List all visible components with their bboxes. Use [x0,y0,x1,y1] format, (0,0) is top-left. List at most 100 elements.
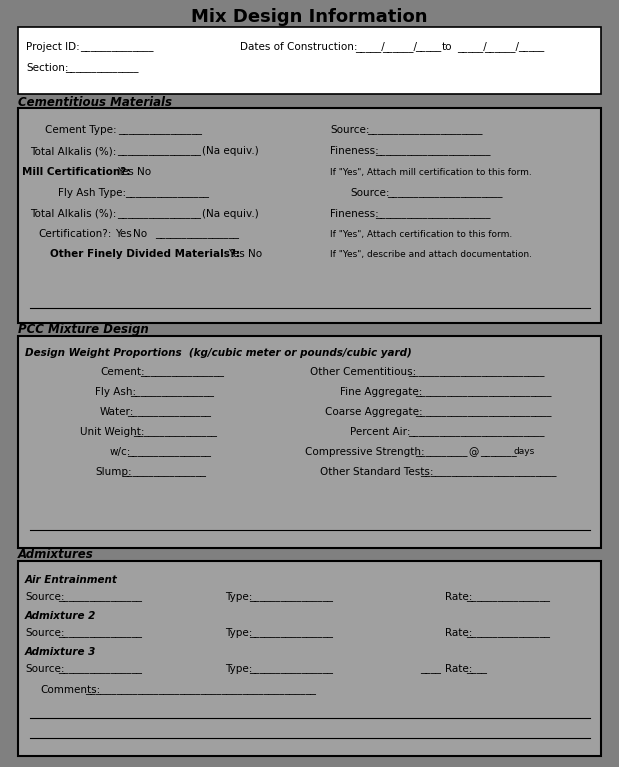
Text: Yes: Yes [115,229,132,239]
Text: Admixture 3: Admixture 3 [25,647,97,657]
Text: Mill Certification?:: Mill Certification?: [22,167,131,177]
Text: No: No [137,167,151,177]
Text: ________________: ________________ [249,664,333,674]
Text: ________________: ________________ [466,628,550,638]
Text: ________________: ________________ [58,592,142,602]
Text: ______/: ______/ [382,41,417,52]
FancyBboxPatch shape [18,561,601,756]
Text: ________________: ________________ [155,229,239,239]
Text: ________________: ________________ [117,209,201,219]
Text: ________________: ________________ [249,628,333,638]
Text: ________________: ________________ [122,467,206,477]
Text: Air Entrainment: Air Entrainment [25,575,118,585]
Text: Section:: Section: [26,63,69,73]
Text: Cement Type:: Cement Type: [45,125,116,135]
Text: No: No [133,229,147,239]
Text: ________________: ________________ [58,664,142,674]
Text: ________________: ________________ [58,628,142,638]
Text: ______________________: ______________________ [367,125,482,135]
Text: Fineness:: Fineness: [330,209,379,219]
Text: Other Standard Tests:: Other Standard Tests: [320,467,433,477]
Text: Source:: Source: [350,188,389,198]
Text: ________________: ________________ [127,407,211,417]
Text: ______________: ______________ [80,42,154,52]
Text: Cement:: Cement: [100,367,145,377]
Text: __________: __________ [415,447,467,457]
Text: (Na equiv.): (Na equiv.) [202,146,259,156]
Text: Fly Ash Type:: Fly Ash Type: [58,188,126,198]
Text: Type:: Type: [225,628,253,638]
Text: If "Yes", describe and attach documentation.: If "Yes", describe and attach documentat… [330,249,532,258]
Text: Type:: Type: [225,664,253,674]
Text: _____: _____ [518,42,544,52]
Text: Source:: Source: [25,628,64,638]
Text: Project ID:: Project ID: [26,42,80,52]
Text: No: No [248,249,262,259]
Text: _____/: _____/ [355,41,385,52]
FancyBboxPatch shape [18,27,601,94]
Text: Source:: Source: [25,592,64,602]
Text: ________________: ________________ [118,125,202,135]
Text: ____________________________________________: ________________________________________… [85,685,316,695]
Text: Source:: Source: [330,125,370,135]
Text: Dates of Construction:: Dates of Construction: [240,42,358,52]
Text: Type:: Type: [225,592,253,602]
Text: Total Alkalis (%):: Total Alkalis (%): [30,146,116,156]
Text: Total Alkalis (%):: Total Alkalis (%): [30,209,116,219]
Text: Rate:: Rate: [445,628,472,638]
Text: ________________: ________________ [127,447,211,457]
Text: __________________________: __________________________ [420,467,556,477]
Text: (Na equiv.): (Na equiv.) [202,209,259,219]
FancyBboxPatch shape [18,336,601,548]
Text: ______________: ______________ [65,63,139,73]
Text: ____: ____ [420,664,441,674]
Text: Source:: Source: [25,664,64,674]
Text: Unit Weight:: Unit Weight: [80,427,144,437]
Text: Percent Air:: Percent Air: [350,427,410,437]
Text: Slump:: Slump: [95,467,132,477]
Text: Design Weight Proportions  (kg/cubic meter or pounds/cubic yard): Design Weight Proportions (kg/cubic mete… [25,348,412,358]
Text: Yes: Yes [117,167,134,177]
Text: ________________: ________________ [466,592,550,602]
Text: Cementitious Materials: Cementitious Materials [18,97,172,110]
Text: ______________________: ______________________ [375,146,490,156]
FancyBboxPatch shape [18,108,601,323]
Text: ________________: ________________ [140,367,224,377]
Text: Certification?:: Certification?: [38,229,111,239]
Text: PCC Mixture Design: PCC Mixture Design [18,324,149,337]
Text: Fineness:: Fineness: [330,146,379,156]
Text: Coarse Aggregate:: Coarse Aggregate: [325,407,423,417]
Text: ________________: ________________ [130,387,214,397]
Text: Compressive Strength:: Compressive Strength: [305,447,425,457]
Text: days: days [513,447,534,456]
Text: __________________________: __________________________ [408,367,545,377]
Text: Other Cementitious:: Other Cementitious: [310,367,416,377]
Text: _____/: _____/ [457,41,487,52]
Text: @: @ [468,447,478,457]
Text: Other Finely Divided Materials?:: Other Finely Divided Materials?: [50,249,240,259]
Text: Comments:: Comments: [40,685,100,695]
Text: ________________: ________________ [249,592,333,602]
Text: Rate:: Rate: [445,592,472,602]
Text: Water:: Water: [100,407,134,417]
Text: Fine Aggregate:: Fine Aggregate: [340,387,422,397]
Text: Admixture 2: Admixture 2 [25,611,97,621]
Text: ________________: ________________ [133,427,217,437]
Text: ____: ____ [466,664,487,674]
Text: _______: _______ [480,447,517,457]
Text: Admixtures: Admixtures [18,548,93,561]
Text: Rate:: Rate: [445,664,472,674]
Text: to: to [442,42,452,52]
Text: __________________________: __________________________ [415,387,552,397]
Text: Fly Ash:: Fly Ash: [95,387,136,397]
Text: __________________________: __________________________ [415,407,552,417]
Text: ________________: ________________ [125,188,209,198]
Text: ______/: ______/ [484,41,519,52]
Text: _____: _____ [415,42,441,52]
Text: If "Yes", Attach mill certification to this form.: If "Yes", Attach mill certification to t… [330,167,532,176]
Text: w/c:: w/c: [110,447,131,457]
Text: ______________________: ______________________ [375,209,490,219]
Text: Yes: Yes [228,249,245,259]
Text: Mix Design Information: Mix Design Information [191,8,427,26]
Text: If "Yes", Attach certification to this form.: If "Yes", Attach certification to this f… [330,229,513,239]
